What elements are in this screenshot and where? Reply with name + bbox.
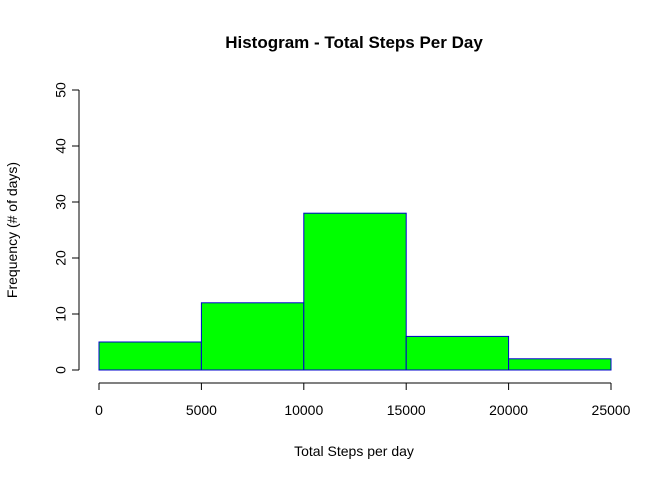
x-tick-label: 5000 <box>186 402 217 418</box>
x-tick-label: 15000 <box>387 402 426 418</box>
y-tick-label: 30 <box>53 194 69 210</box>
y-axis: 0 10 20 30 40 50 <box>53 82 80 374</box>
x-tick-label: 25000 <box>592 402 631 418</box>
histogram-bar-0 <box>98 341 202 371</box>
y-axis-label: Frequency (# of days) <box>4 162 20 298</box>
histogram-bar-3 <box>405 335 510 371</box>
x-tick-label: 10000 <box>284 402 323 418</box>
y-tick-label: 10 <box>53 306 69 322</box>
histogram-bar-1 <box>200 302 305 371</box>
x-tick-label: 20000 <box>489 402 528 418</box>
y-tick-label: 20 <box>53 250 69 266</box>
x-tick-label: 0 <box>95 402 103 418</box>
bars-layer <box>98 212 612 371</box>
y-tick-label: 40 <box>53 138 69 154</box>
histogram-bar-2 <box>303 212 407 371</box>
y-tick-label: 0 <box>53 366 69 374</box>
x-axis-label: Total Steps per day <box>294 443 414 459</box>
histogram-bar-4 <box>508 358 612 371</box>
x-axis: 0 5000 10000 15000 20000 25000 <box>95 382 631 418</box>
y-tick-label: 50 <box>53 82 69 98</box>
chart-title: Histogram - Total Steps Per Day <box>225 33 483 52</box>
